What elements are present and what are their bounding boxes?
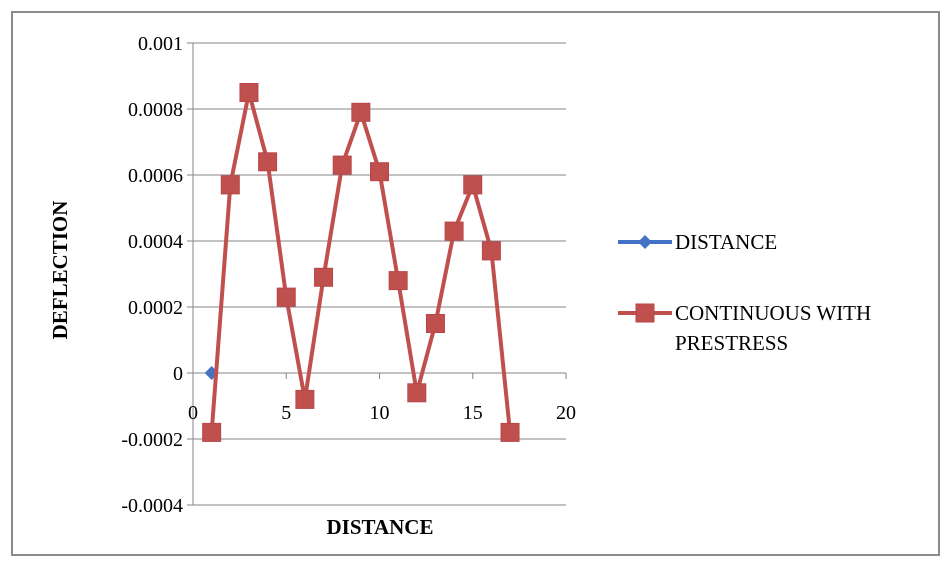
data-point <box>481 241 501 261</box>
data-point <box>314 267 334 287</box>
series-line-1 <box>209 90 513 433</box>
data-point <box>425 314 445 333</box>
x-tick-label: 15 <box>463 402 483 424</box>
data-point <box>239 83 259 102</box>
data-point <box>388 271 408 291</box>
data-point <box>351 102 371 122</box>
data-point <box>463 175 483 195</box>
x-axis-title: DISTANCE <box>327 515 434 539</box>
data-point <box>202 422 222 442</box>
y-axis-title: DEFLECTION <box>48 201 72 340</box>
legend-marker-1 <box>635 303 655 323</box>
data-point <box>444 221 464 241</box>
data-point <box>220 175 240 195</box>
data-point <box>332 155 352 175</box>
y-tick-label: 0.0002 <box>128 297 183 319</box>
y-tick-label: -0.0004 <box>121 495 183 517</box>
legend-label-1: CONTINUOUS WITH PRESTRESS <box>675 301 871 355</box>
data-point <box>500 422 520 442</box>
x-tick-label: 0 <box>188 402 198 424</box>
data-point <box>407 383 427 403</box>
data-point <box>370 162 389 182</box>
y-tick-label: 0.001 <box>138 33 183 55</box>
series-layer <box>202 83 520 442</box>
y-tick-label: -0.0002 <box>121 429 183 451</box>
chart-frame <box>11 11 940 556</box>
legend: DISTANCE CONTINUOUS WITH PRESTRESS <box>618 230 871 355</box>
data-point <box>276 287 296 307</box>
tick-labels: 0.0010.00080.00060.00040.00020-0.0002-0.… <box>121 33 576 517</box>
x-tick-label: 20 <box>556 402 576 424</box>
y-tick-label: 0 <box>173 363 183 385</box>
y-tick-label: 0.0008 <box>128 99 183 121</box>
y-tick-label: 0.0004 <box>128 231 183 253</box>
legend-marker-0 <box>638 235 652 249</box>
data-point <box>258 152 278 172</box>
x-tick-label: 10 <box>370 402 390 424</box>
legend-label-0: DISTANCE <box>675 230 777 254</box>
data-point <box>295 389 315 409</box>
y-tick-label: 0.0006 <box>128 165 183 187</box>
x-tick-label: 5 <box>281 402 291 424</box>
